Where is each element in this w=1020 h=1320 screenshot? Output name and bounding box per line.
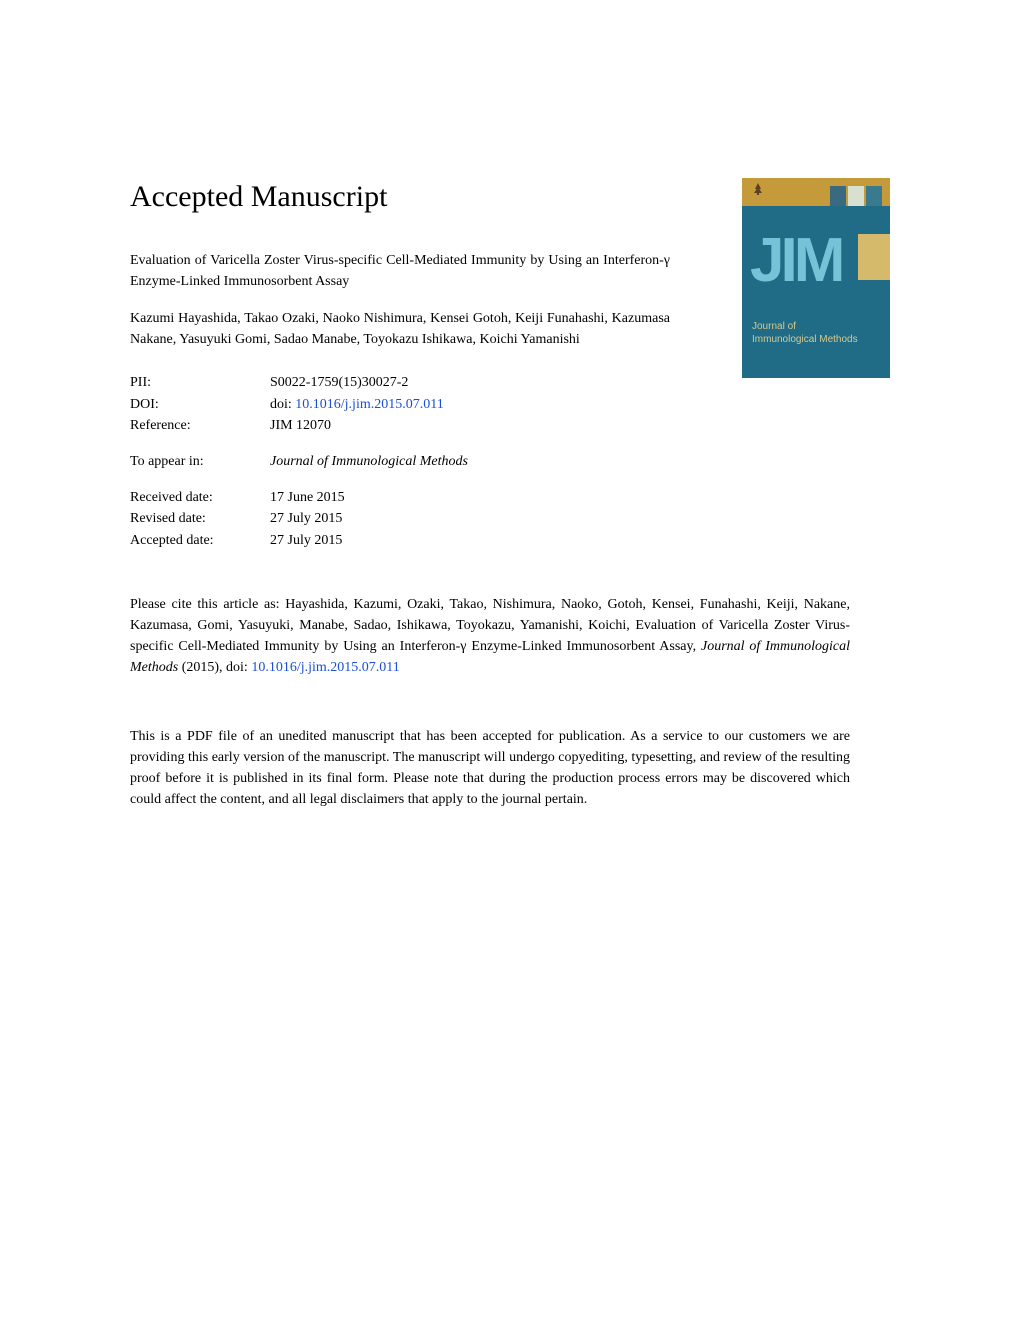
cover-squares bbox=[830, 186, 882, 206]
meta-row-accepted: Accepted date: 27 July 2015 bbox=[130, 530, 670, 552]
citation-text: Please cite this article as: Hayashida, … bbox=[130, 594, 850, 678]
cover-bottom: Journal of Immunological Methods bbox=[742, 314, 890, 378]
cover-top-strip bbox=[742, 178, 890, 198]
meta-label-received: Received date: bbox=[130, 487, 270, 509]
meta-value-reference: JIM 12070 bbox=[270, 415, 670, 437]
article-title: Evaluation of Varicella Zoster Virus-spe… bbox=[130, 250, 670, 292]
authors-list: Kazumi Hayashida, Takao Ozaki, Naoko Nis… bbox=[130, 308, 670, 350]
appear-table: To appear in: Journal of Immunological M… bbox=[130, 451, 670, 473]
journal-cover: JIM Journal of Immunological Methods bbox=[742, 178, 890, 378]
cover-journal-line1: Journal of bbox=[752, 320, 880, 333]
cover-journal-line2: Immunological Methods bbox=[752, 333, 880, 346]
meta-label-reference: Reference: bbox=[130, 415, 270, 437]
meta-value-appear: Journal of Immunological Methods bbox=[270, 451, 670, 473]
page-heading: Accepted Manuscript bbox=[130, 180, 387, 214]
meta-row-reference: Reference: JIM 12070 bbox=[130, 415, 670, 437]
meta-label-appear: To appear in: bbox=[130, 451, 270, 473]
cover-cut bbox=[858, 234, 890, 280]
meta-value-accepted: 27 July 2015 bbox=[270, 530, 670, 552]
doi-prefix: doi: bbox=[270, 397, 295, 412]
meta-value-doi: doi: 10.1016/j.jim.2015.07.011 bbox=[270, 394, 670, 416]
cover-mid: JIM bbox=[742, 206, 890, 314]
meta-label-pii: PII: bbox=[130, 372, 270, 394]
citation-year: (2015), doi: bbox=[178, 660, 251, 675]
cover-sq-2 bbox=[848, 186, 864, 206]
doi-link[interactable]: 10.1016/j.jim.2015.07.011 bbox=[295, 397, 443, 412]
meta-row-pii: PII: S0022-1759(15)30027-2 bbox=[130, 372, 670, 394]
meta-label-doi: DOI: bbox=[130, 394, 270, 416]
metadata-table: PII: S0022-1759(15)30027-2 DOI: doi: 10.… bbox=[130, 372, 670, 437]
cover-sq-3 bbox=[866, 186, 882, 206]
dates-table: Received date: 17 June 2015 Revised date… bbox=[130, 487, 670, 552]
meta-value-revised: 27 July 2015 bbox=[270, 508, 670, 530]
meta-row-revised: Revised date: 27 July 2015 bbox=[130, 508, 670, 530]
meta-row-appear: To appear in: Journal of Immunological M… bbox=[130, 451, 670, 473]
meta-value-received: 17 June 2015 bbox=[270, 487, 670, 509]
disclaimer-text: This is a PDF file of an unedited manusc… bbox=[130, 726, 850, 810]
cover-sq-1 bbox=[830, 186, 846, 206]
meta-label-accepted: Accepted date: bbox=[130, 530, 270, 552]
meta-label-revised: Revised date: bbox=[130, 508, 270, 530]
meta-value-pii: S0022-1759(15)30027-2 bbox=[270, 372, 670, 394]
elsevier-tree-icon bbox=[750, 182, 766, 196]
meta-row-received: Received date: 17 June 2015 bbox=[130, 487, 670, 509]
citation-doi-link[interactable]: 10.1016/j.jim.2015.07.011 bbox=[251, 660, 399, 675]
meta-row-doi: DOI: doi: 10.1016/j.jim.2015.07.011 bbox=[130, 394, 670, 416]
cover-jim-text: JIM bbox=[750, 225, 841, 296]
